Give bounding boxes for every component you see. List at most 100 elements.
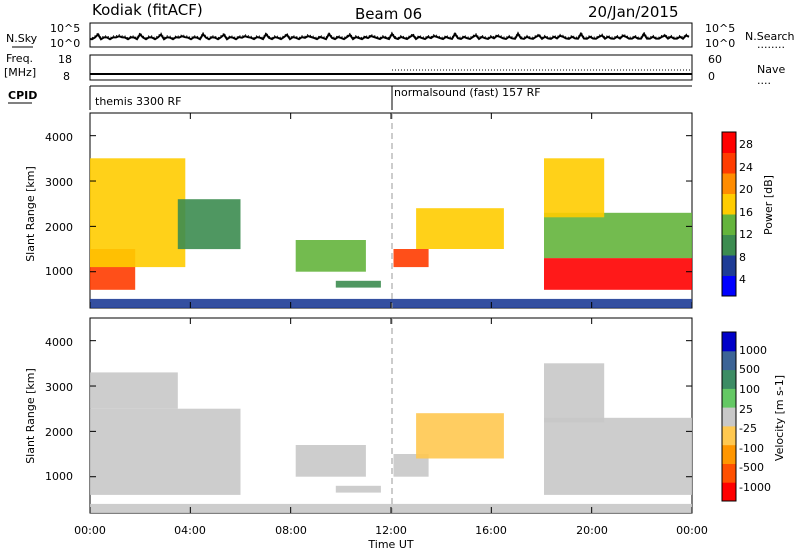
freq-panel: Freq. [MHz] 18 8 60 0 Nave .... [4,52,785,87]
heatmap-cell [416,208,504,249]
colorbar-swatch [722,369,736,389]
velocity-yticks: 4000 3000 2000 1000 [45,336,73,483]
x-tick-label: 16:00 [475,524,507,537]
velocity-ytick-label: 3000 [45,381,73,394]
colorbar-swatch [722,132,736,153]
velocity-cbar-tick: -100 [739,442,764,455]
freq-tick-top: 18 [58,53,72,66]
velocity-ytick-label: 4000 [45,336,73,349]
colorbar-swatch [722,388,736,408]
velocity-cbar-tick: 100 [739,383,760,396]
velocity-cbar-tick: -25 [739,422,757,435]
velocity-colorbar-ticks: 1000 500 100 25 -25 -100 -500 -1000 [739,344,771,494]
figure-title: Kodiak (fitACF) [92,1,203,19]
velocity-cbar-tick: 500 [739,363,760,376]
colorbar-swatch [722,275,736,297]
nsky-label: N.Sky [6,32,38,45]
power-cbar-tick: 12 [739,228,753,241]
velocity-ytick-label: 2000 [45,426,73,439]
x-axis-label: Time UT [367,538,413,551]
colorbar-swatch [722,407,736,427]
heatmap-cell [544,158,605,218]
colorbar-swatch [722,234,736,256]
heatmap-cell [393,454,429,477]
x-tick-label: 12:00 [375,524,407,537]
heatmap-cell [544,363,605,423]
heatmap-cell [295,240,366,272]
freq-frame [89,54,693,81]
heatmap-cell [544,212,692,259]
colorbar-frame [721,331,737,502]
velocity-cbar-tick: 25 [739,403,753,416]
date-label: 20/Jan/2015 [588,3,679,21]
colorbar-swatch [722,444,736,464]
heatmap-cell [393,249,429,268]
velocity-ylabel: Slant Range [km] [24,368,37,464]
nsky-frame [89,22,693,48]
nsky-trace [89,31,690,41]
nsearch-trace [89,31,690,41]
heatmap-cell [295,445,366,477]
colorbar-swatch [722,425,736,446]
power-yticks: 4000 3000 2000 1000 [45,131,73,278]
heatmap-cell [416,413,504,459]
velocity-colorbar-label: Velocity [m s-1] [773,375,786,461]
heatmap-cell [544,417,692,495]
heatmap-cell [90,158,186,268]
cpid-panel: CPID themis 3300 RF normalsound (fast) 1… [8,85,692,110]
power-ylabel: Slant Range [km] [24,166,37,262]
nave-tick-bottom: 0 [708,70,715,83]
cpid-mode-2: normalsound (fast) 157 RF [394,86,541,99]
power-ytick-label: 4000 [45,131,73,144]
colorbar-swatch [722,255,736,276]
power-cbar-tick: 24 [739,161,753,174]
velocity-panel: 4000 3000 2000 1000 Slant Range [km] 100… [24,317,786,514]
power-colorbar-ticks: 28 24 20 16 12 8 4 [739,138,753,286]
heatmap-cell [177,199,241,250]
nave-label: Nave [757,63,785,76]
power-panel: 4000 3000 2000 1000 Slant Range [km] 28 … [24,112,775,309]
nsky-right-tick-bottom: 10^0 [705,37,735,50]
colorbar-frame [721,131,737,297]
heatmap-cell [90,372,178,409]
freq-unit: [MHz] [4,66,36,79]
velocity-ytick-label: 1000 [45,470,73,483]
colorbar-swatch [722,350,736,371]
cpid-mode-1: themis 3300 RF [95,95,182,108]
x-tick-label: 00:00 [74,524,106,537]
heatmap-cell [335,485,381,493]
nsky-right-tick-top: 10^5 [705,22,735,35]
colorbar-swatch [722,152,736,174]
power-cbar-tick: 8 [739,251,746,264]
colorbar-swatch [722,193,736,215]
velocity-cbar-tick: -1000 [739,481,771,494]
velocity-cbar-tick: 1000 [739,344,767,357]
nsearch-label: N.Search [745,30,795,43]
power-ytick-label: 2000 [45,221,73,234]
cpid-label: CPID [8,89,37,102]
nave-tick-top: 60 [708,53,722,66]
heatmap-cell [90,408,241,495]
velocity-cbar-tick: -500 [739,461,764,474]
colorbar-swatch [722,332,736,352]
nsky-panel: N.Sky 10^5 10^0 10^5 10^0 N.Search .....… [6,22,795,51]
velocity-colorbar [721,331,737,502]
nsky-left-tick-bottom: 10^0 [50,37,80,50]
power-colorbar [721,131,737,297]
x-tick-label: 08:00 [275,524,307,537]
colorbar-swatch [722,463,736,483]
x-tick-label: 00:00 [676,524,708,537]
nsky-left-tick-top: 10^5 [50,22,80,35]
colorbar-swatch [722,482,736,502]
heatmap-cell [335,280,381,288]
power-ytick-label: 1000 [45,265,73,278]
power-cbar-tick: 28 [739,138,753,151]
colorbar-swatch [722,173,736,194]
nsearch-legend: ........ [757,38,785,51]
power-data [90,158,692,308]
nave-legend: .... [757,74,771,87]
colorbar-swatch [722,214,736,235]
freq-label: Freq. [6,52,33,65]
power-cbar-tick: 16 [739,206,753,219]
x-tick-label: 20:00 [576,524,608,537]
